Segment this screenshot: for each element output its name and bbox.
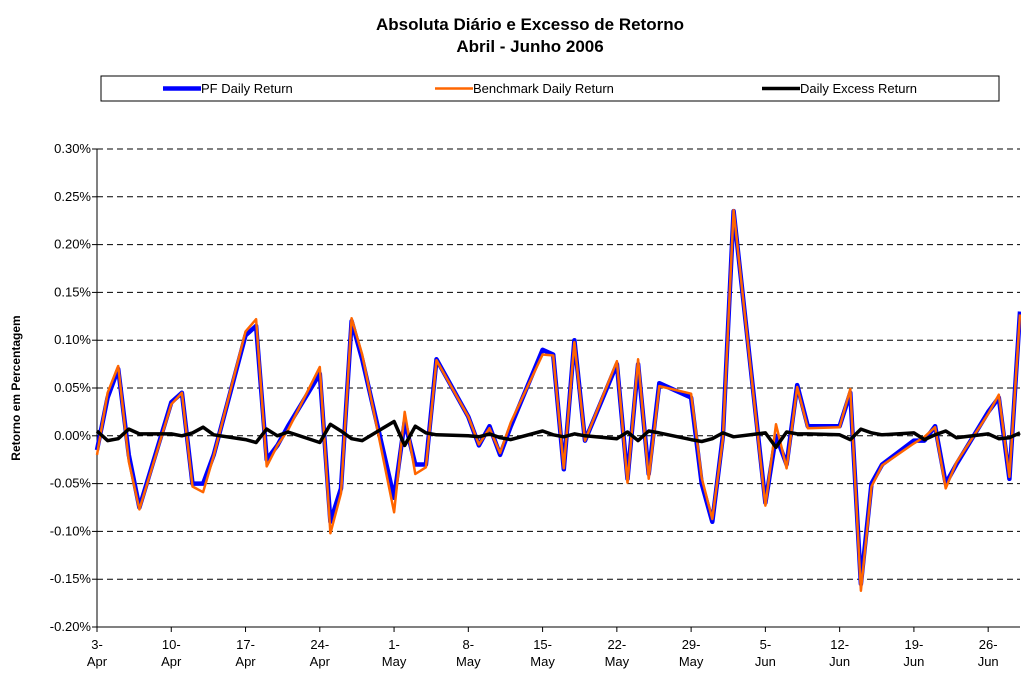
y-tick-label: 0.20% bbox=[54, 237, 91, 252]
x-tick-label: 5-Jun bbox=[755, 637, 776, 669]
x-tick-label: 3-Apr bbox=[87, 637, 108, 669]
x-tick-label: 24-Apr bbox=[310, 637, 331, 669]
x-tick-label: 1-May bbox=[382, 637, 407, 669]
y-tick-label: 0.05% bbox=[54, 380, 91, 395]
y-tick-label: 0.30% bbox=[54, 141, 91, 156]
y-tick-label: 0.00% bbox=[54, 428, 91, 443]
series-line bbox=[94, 208, 1021, 587]
y-tick-label: -0.10% bbox=[50, 523, 92, 538]
y-tick-label: 0.10% bbox=[54, 332, 91, 347]
legend-label: PF Daily Return bbox=[201, 81, 293, 96]
series-line bbox=[95, 208, 1021, 592]
y-tick-label: 0.15% bbox=[54, 284, 91, 299]
x-tick-label: 29-May bbox=[679, 637, 704, 669]
chart-title: Absoluta Diário e Excesso de Retorno bbox=[376, 15, 684, 34]
y-tick-label: -0.05% bbox=[50, 476, 92, 491]
y-axis-label: Retorno em Percentagem bbox=[9, 315, 23, 460]
x-tick-label: 15-May bbox=[530, 637, 555, 669]
legend-box bbox=[100, 75, 1000, 102]
y-tick-label: 0.25% bbox=[54, 189, 91, 204]
x-tick-label: 10-Apr bbox=[161, 637, 182, 669]
legend-label: Benchmark Daily Return bbox=[473, 81, 614, 96]
x-tick-label: 19-Jun bbox=[903, 637, 924, 669]
series-line bbox=[95, 419, 1021, 450]
legend-label: Daily Excess Return bbox=[800, 81, 917, 96]
y-tick-label: -0.15% bbox=[50, 571, 92, 586]
y-tick-label: -0.20% bbox=[50, 619, 92, 634]
x-tick-label: 8-May bbox=[456, 637, 481, 669]
x-tick-label: 12-Jun bbox=[829, 637, 850, 669]
x-tick-label: 17-Apr bbox=[235, 637, 256, 669]
x-tick-label: 26-Jun bbox=[978, 637, 999, 669]
chart-subtitle: Abril - Junho 2006 bbox=[456, 37, 603, 56]
x-tick-label: 22-May bbox=[605, 637, 630, 669]
